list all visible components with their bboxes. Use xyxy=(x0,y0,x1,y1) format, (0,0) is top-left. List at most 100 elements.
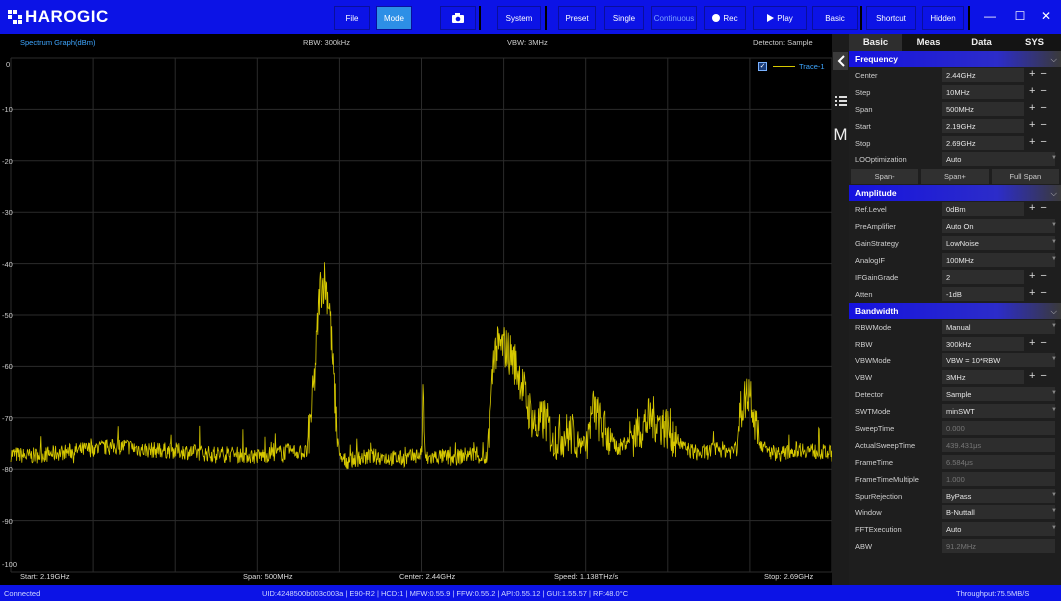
panel-tab-data[interactable]: Data xyxy=(971,37,992,48)
maximize-icon[interactable]: ☐ xyxy=(1014,9,1026,23)
preamplifier-field[interactable]: Auto On xyxy=(942,219,1055,234)
trace-legend[interactable]: ✓ Trace-1 xyxy=(758,62,825,71)
dropdown-arrow-icon[interactable]: ▼ xyxy=(1051,239,1057,246)
atten-field[interactable]: -1dB xyxy=(942,286,1024,301)
panel-tab-sys[interactable]: SYS xyxy=(1024,37,1044,48)
setting-row-looptimization: LOOptimization Auto ▼ xyxy=(849,151,1061,168)
frametime-field: 6.584μs xyxy=(942,454,1055,469)
increment-decrement-icons[interactable]: +− xyxy=(1029,286,1052,299)
dropdown-arrow-icon[interactable]: ▼ xyxy=(1051,356,1057,363)
dropdown-arrow-icon[interactable]: ▼ xyxy=(1051,322,1057,329)
mode-button[interactable]: Mode xyxy=(376,6,412,30)
dropdown-arrow-icon[interactable]: ▼ xyxy=(1051,390,1057,397)
trace-checkbox[interactable]: ✓ xyxy=(758,62,767,71)
chevron-icon[interactable]: ⌵ xyxy=(1050,305,1057,316)
dropdown-arrow-icon[interactable]: ▼ xyxy=(1051,407,1057,414)
swtmode-field[interactable]: minSWT xyxy=(942,404,1055,419)
looptimization-field[interactable]: Auto xyxy=(942,152,1055,167)
setting-label: FrameTime xyxy=(855,457,894,467)
start-field[interactable]: 2.19GHz xyxy=(942,118,1024,133)
spectrum-graph[interactable]: Spectrum Graph(dBm) RBW: 300kHz VBW: 3MH… xyxy=(0,34,832,585)
rbw-field[interactable]: 300kHz xyxy=(942,336,1024,351)
increment-decrement-icons[interactable]: +− xyxy=(1029,202,1052,215)
app-name: HAROGIC xyxy=(25,7,109,26)
detector-field[interactable]: Sample xyxy=(942,387,1055,402)
trace-name: Trace-1 xyxy=(799,62,825,71)
increment-decrement-icons[interactable]: +− xyxy=(1029,135,1052,148)
span-minus-button[interactable]: Span- xyxy=(851,169,919,185)
y-tick-label: -20 xyxy=(2,156,13,166)
frametimemultiple-field: 1.000 xyxy=(942,471,1055,486)
preset-button[interactable]: Preset xyxy=(558,6,596,30)
setting-label: SpurRejection xyxy=(855,491,903,501)
screenshot-button[interactable] xyxy=(440,6,476,30)
setting-label: PreAmplifier xyxy=(855,222,896,232)
list-icon[interactable] xyxy=(833,92,848,110)
increment-decrement-icons[interactable]: +− xyxy=(1029,118,1052,131)
y-tick-label: -90 xyxy=(2,516,13,526)
vbwmode-field[interactable]: VBW = 10*RBW xyxy=(942,353,1055,368)
fftexecution-field[interactable]: Auto xyxy=(942,522,1055,537)
chevron-icon[interactable]: ⌵ xyxy=(1050,188,1057,199)
setting-row-vbwmode: VBWMode VBW = 10*RBW ▼ xyxy=(849,352,1061,369)
increment-decrement-icons[interactable]: +− xyxy=(1029,336,1052,349)
setting-label: RBWMode xyxy=(855,322,892,332)
setting-row-ifgaingrade: IFGainGrade 2 +− xyxy=(849,269,1061,286)
span-buttons: Span- Span+ Full Span xyxy=(849,168,1061,185)
connection-status: Connected xyxy=(4,589,41,598)
file-button[interactable]: File xyxy=(334,6,370,30)
setting-label: Step xyxy=(855,87,871,97)
dropdown-arrow-icon[interactable]: ▼ xyxy=(1051,508,1057,515)
increment-decrement-icons[interactable]: +− xyxy=(1029,68,1052,80)
basic-button[interactable]: Basic xyxy=(812,6,858,30)
setting-label: FFTExecution xyxy=(855,525,902,535)
play-button[interactable]: Play xyxy=(753,6,807,30)
collapse-panel-icon[interactable] xyxy=(833,52,848,70)
amplitude-header[interactable]: Amplitude ⌵ xyxy=(849,185,1061,202)
gainstrategy-field[interactable]: LowNoise xyxy=(942,236,1055,251)
settings-panel: Basic Meas Data SYS Frequency ⌵ Center 2.44GHz… xyxy=(849,34,1061,585)
close-icon[interactable]: ✕ xyxy=(1040,9,1052,23)
panel-tab-basic[interactable]: Basic xyxy=(849,34,902,51)
window-field[interactable]: B-Nuttall xyxy=(942,505,1055,520)
stop-field[interactable]: 2.69GHz xyxy=(942,135,1024,150)
center-field[interactable]: 2.44GHz xyxy=(942,68,1024,82)
setting-row-swtmode: SWTMode minSWT ▼ xyxy=(849,403,1061,420)
spurrejection-field[interactable]: ByPass xyxy=(942,488,1055,503)
continuous-button[interactable]: Continuous xyxy=(651,6,697,30)
shortcut-button[interactable]: Shortcut xyxy=(866,6,916,30)
system-button[interactable]: System xyxy=(497,6,541,30)
trace-1-line xyxy=(10,262,832,470)
increment-decrement-icons[interactable]: +− xyxy=(1029,370,1052,383)
full-span-button[interactable]: Full Span xyxy=(991,169,1059,185)
minimize-icon[interactable]: — xyxy=(984,9,996,23)
ifgaingrade-field[interactable]: 2 xyxy=(942,269,1024,284)
setting-label: Atten xyxy=(855,289,873,299)
setting-label: VBWMode xyxy=(855,356,891,366)
record-button[interactable]: Rec xyxy=(704,6,746,30)
analogif-field[interactable]: 100MHz xyxy=(942,253,1055,268)
rbwmode-field[interactable]: Manual xyxy=(942,319,1055,334)
chevron-icon[interactable]: ⌵ xyxy=(1050,54,1057,64)
ref-level-field[interactable]: 0dBm xyxy=(942,202,1024,217)
dropdown-arrow-icon[interactable]: ▼ xyxy=(1051,525,1057,532)
single-button[interactable]: Single xyxy=(604,6,644,30)
span-field[interactable]: 500MHz xyxy=(942,101,1024,116)
step-field[interactable]: 10MHz xyxy=(942,84,1024,99)
vbw-label: VBW: 3MHz xyxy=(507,38,548,47)
frequency-header[interactable]: Frequency ⌵ xyxy=(849,51,1061,67)
dropdown-arrow-icon[interactable]: ▼ xyxy=(1051,222,1057,229)
dropdown-arrow-icon[interactable]: ▼ xyxy=(1051,256,1057,263)
dropdown-arrow-icon[interactable]: ▼ xyxy=(1051,155,1057,162)
bandwidth-header[interactable]: Bandwidth ⌵ xyxy=(849,302,1061,319)
dropdown-arrow-icon[interactable]: ▼ xyxy=(1051,491,1057,498)
increment-decrement-icons[interactable]: +− xyxy=(1029,101,1052,114)
hidden-button[interactable]: Hidden xyxy=(922,6,964,30)
increment-decrement-icons[interactable]: +− xyxy=(1029,269,1052,282)
spectrum-plot[interactable] xyxy=(0,34,832,585)
panel-tab-meas[interactable]: Meas xyxy=(916,37,941,48)
vbw-field[interactable]: 3MHz xyxy=(942,370,1024,385)
marker-icon[interactable]: M xyxy=(833,125,848,144)
increment-decrement-icons[interactable]: +− xyxy=(1029,84,1052,97)
span-minus-button[interactable]: Span+ xyxy=(921,169,989,185)
